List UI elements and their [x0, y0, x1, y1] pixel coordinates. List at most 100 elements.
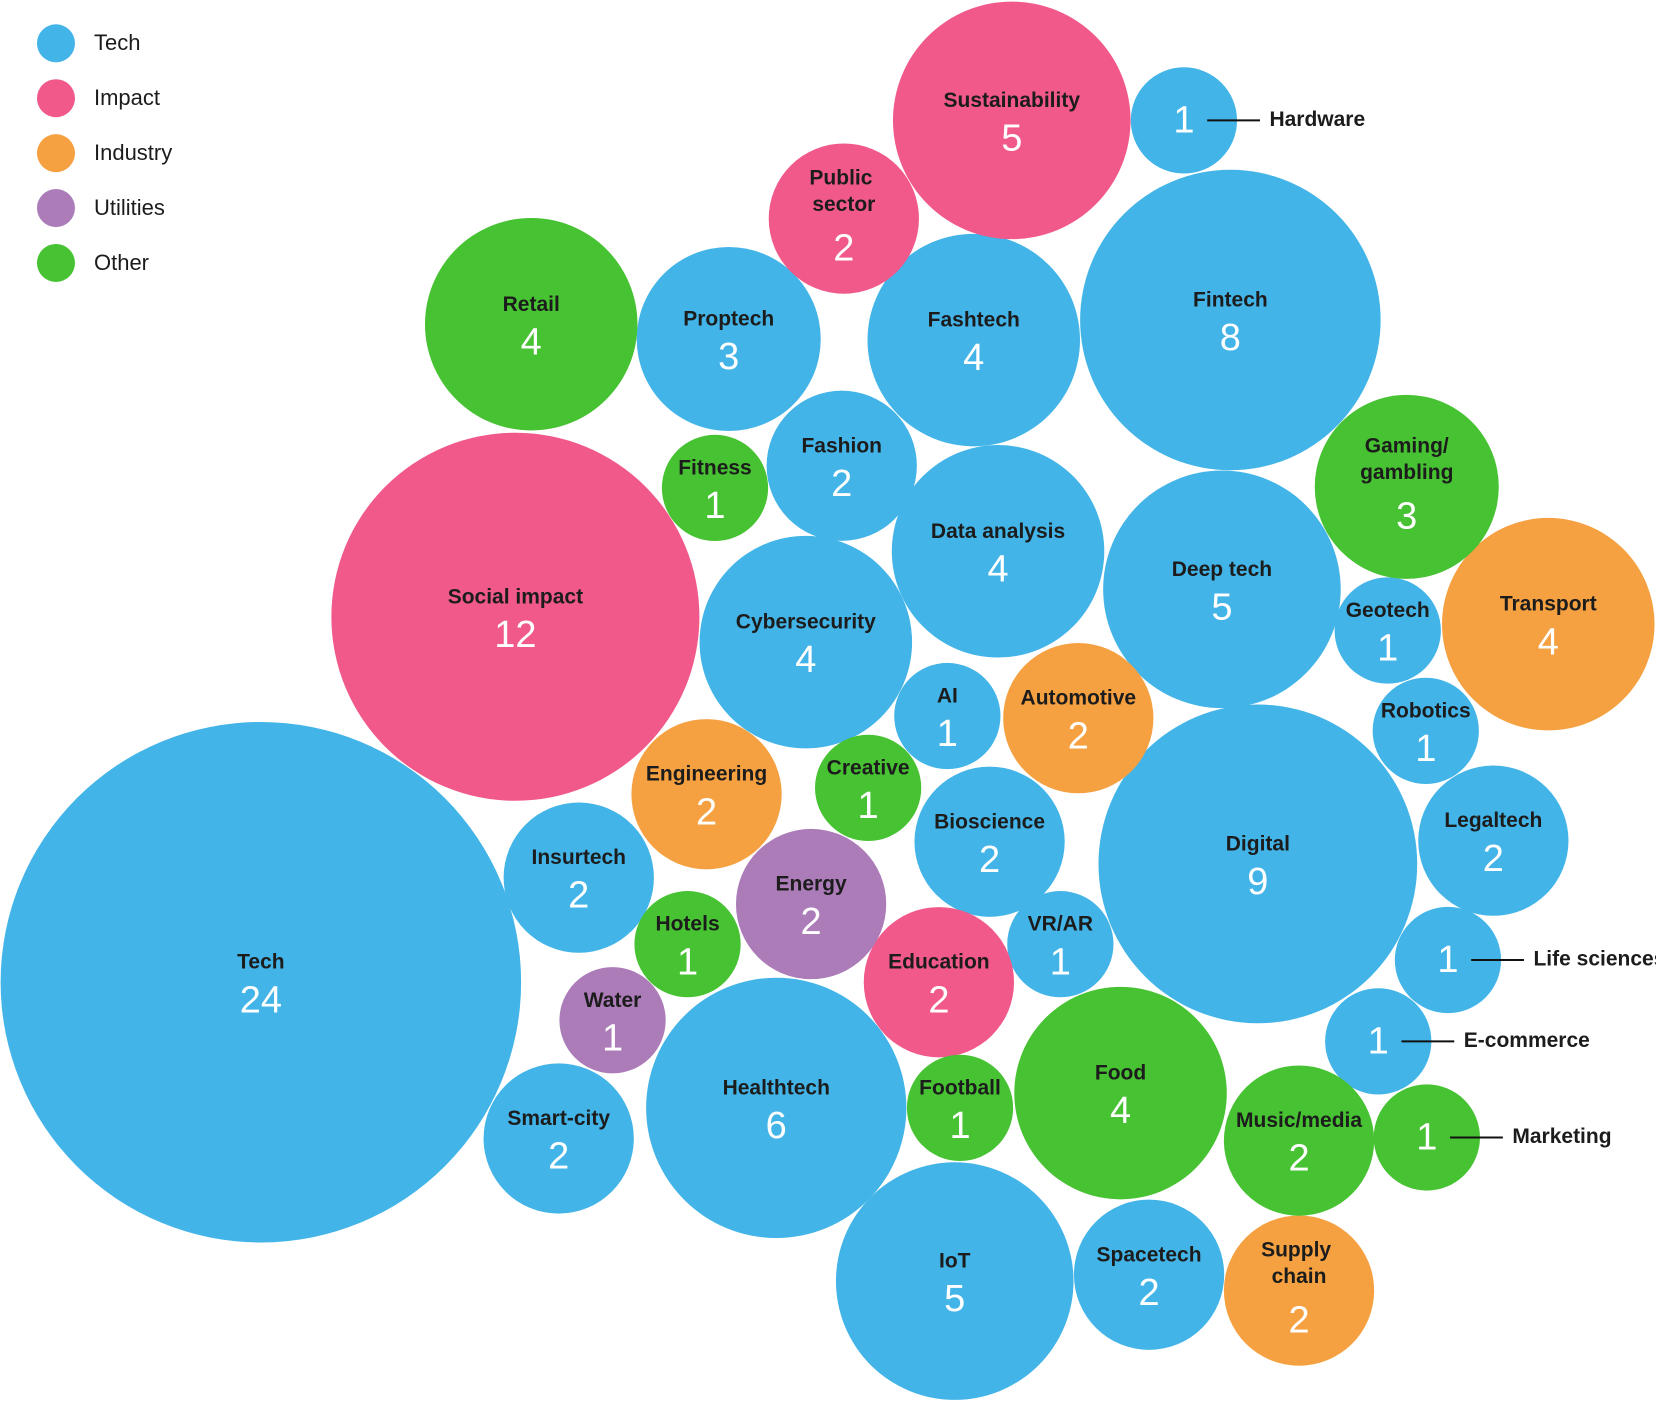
bubble-value: 2: [831, 463, 852, 505]
bubble-value: 1: [677, 941, 698, 983]
bubble-value: 1: [1415, 728, 1436, 770]
bubble-label: VR/AR: [1028, 913, 1093, 936]
bubble-value: 1: [602, 1017, 623, 1059]
bubble-value: 1: [1050, 941, 1071, 983]
bubble-value: 1: [937, 713, 958, 755]
bubble-label: Engineering: [646, 763, 767, 786]
bubble-value: 2: [1138, 1272, 1159, 1314]
legend-swatch: [36, 79, 75, 118]
bubble-value: 2: [928, 979, 949, 1021]
bubble-value: 2: [1068, 715, 1089, 757]
bubble-value: 2: [801, 901, 822, 943]
bubble-label: Cybersecurity: [736, 611, 876, 634]
bubble-value: 4: [795, 639, 816, 681]
bubble-label: Digital: [1226, 832, 1290, 855]
bubble-label: Insurtech: [531, 846, 626, 869]
bubble: [661, 434, 769, 542]
bubble-value: 1: [1416, 1116, 1437, 1158]
bubble-label: Proptech: [683, 308, 774, 331]
bubble-label: Creative: [827, 756, 910, 779]
bubble-value: 2: [833, 227, 854, 269]
legend-swatch: [36, 189, 75, 228]
bubble: [1418, 765, 1569, 916]
bubble: [1314, 394, 1499, 579]
bubble-label: Healthtech: [723, 1076, 830, 1099]
bubble: [1372, 677, 1479, 784]
legend-swatch: [36, 24, 75, 63]
bubble-value: 1: [1437, 939, 1458, 981]
bubble-label: E-commerce: [1464, 1029, 1590, 1052]
bubble-label: Transport: [1500, 593, 1597, 616]
bubble-value: 1: [858, 785, 879, 827]
bubble-label: AI: [937, 685, 958, 708]
bubble: [867, 233, 1080, 447]
bubble-label: Tech: [237, 951, 284, 974]
bubble-value: 4: [521, 321, 542, 363]
bubble-value: 3: [1396, 496, 1417, 538]
bubble-label: Deep tech: [1172, 558, 1272, 581]
bubble: [646, 977, 907, 1238]
bubble-value: 2: [979, 839, 1000, 881]
bubble-label: Fintech: [1193, 289, 1268, 312]
bubble: [1014, 986, 1227, 1200]
bubble: [892, 1, 1131, 240]
bubble-value: 2: [1288, 1299, 1309, 1341]
bubble: [1003, 643, 1154, 794]
bubble-value: 12: [494, 614, 536, 656]
bubble: [735, 828, 887, 980]
bubble-label: Bioscience: [934, 810, 1045, 833]
bubble: [0, 721, 522, 1243]
bubble-label: Spacetech: [1097, 1243, 1202, 1266]
bubble-value: 2: [1483, 838, 1504, 880]
bubble-label: IoT: [939, 1250, 971, 1273]
bubble-label: Retail: [503, 293, 560, 316]
bubble-value: 1: [949, 1105, 970, 1147]
bubble: [894, 662, 1001, 770]
bubble-label: Life sciences: [1533, 948, 1656, 971]
bubble-label: Fashtech: [928, 309, 1020, 332]
bubble: [1334, 577, 1441, 684]
bubble: [768, 143, 919, 294]
bubble-value: 4: [1110, 1090, 1131, 1132]
legend-label: Industry: [94, 140, 172, 165]
bubble: [483, 1063, 634, 1214]
bubble-label: Food: [1095, 1062, 1146, 1085]
bubble-label: Data analysis: [931, 520, 1065, 543]
bubble: [503, 802, 654, 953]
bubble-label: Music/media: [1236, 1109, 1362, 1132]
bubble-value: 5: [1211, 586, 1232, 628]
bubble: [1080, 169, 1381, 471]
bubble-label: Marketing: [1512, 1125, 1611, 1148]
bubble-value: 4: [963, 337, 984, 379]
bubble: [766, 390, 917, 541]
bubble: [636, 247, 821, 432]
bubble: [914, 766, 1065, 917]
bubble: [815, 734, 922, 841]
bubble-value: 8: [1220, 317, 1241, 359]
bubble-value: 1: [1173, 99, 1194, 141]
bubble-label: Fashion: [801, 434, 882, 457]
bubble: [1103, 470, 1341, 709]
legend-swatch: [36, 134, 75, 173]
bubble-value: 3: [718, 336, 739, 378]
bubble: [634, 891, 741, 998]
bubble-label: Football: [919, 1076, 1001, 1099]
bubble-label: Education: [888, 951, 990, 974]
bubble: [863, 907, 1015, 1058]
bubble-value: 24: [240, 979, 282, 1021]
bubble-label: Automotive: [1021, 687, 1137, 710]
bubble-value: 4: [987, 548, 1008, 590]
bubble: [1223, 1215, 1375, 1366]
bubble-value: 4: [1538, 621, 1559, 663]
bubble-label: Public sector: [809, 166, 878, 215]
bubble-value: 2: [1288, 1138, 1309, 1180]
bubble-label: Gaming/gambling: [1360, 434, 1453, 483]
bubble-label: Hardware: [1269, 108, 1365, 131]
bubble: [835, 1162, 1074, 1400]
bubble-label: Social impact: [448, 585, 583, 608]
bubble-label: Smart-city: [507, 1107, 610, 1130]
bubble-value: 9: [1247, 861, 1268, 903]
bubble: [1325, 988, 1432, 1095]
